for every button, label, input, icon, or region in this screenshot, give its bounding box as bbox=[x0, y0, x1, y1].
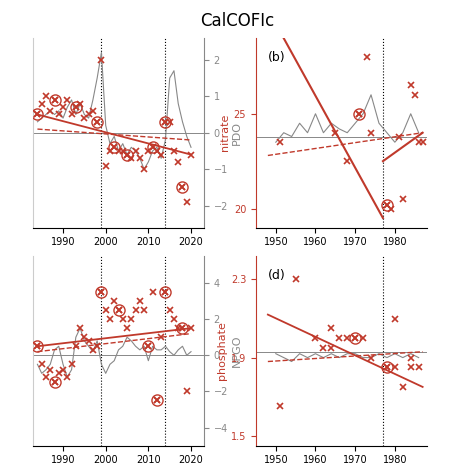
Y-axis label: phosphate: phosphate bbox=[217, 321, 227, 380]
Y-axis label: PDO: PDO bbox=[232, 121, 242, 145]
Text: CalCOFIc: CalCOFIc bbox=[200, 12, 274, 30]
Y-axis label: nitrate: nitrate bbox=[219, 114, 229, 151]
Text: (b): (b) bbox=[268, 51, 285, 64]
Text: (d): (d) bbox=[268, 269, 286, 282]
Y-axis label: NPGO: NPGO bbox=[232, 335, 242, 367]
